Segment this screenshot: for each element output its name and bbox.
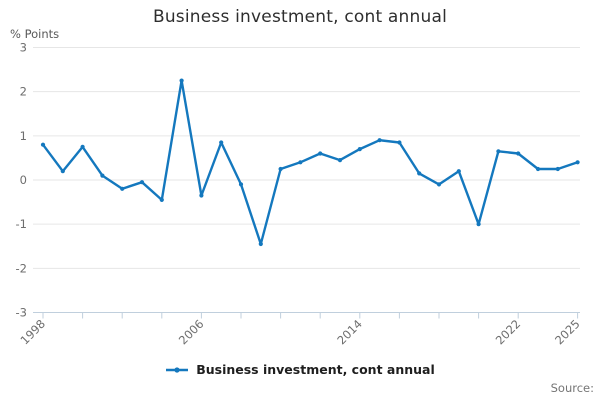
y-tick-label: 2 [20, 85, 27, 99]
y-tick-label: -2 [16, 261, 27, 275]
x-tick-label: 2014 [334, 317, 365, 348]
data-point-marker [159, 197, 164, 202]
data-point-marker [535, 166, 541, 172]
data-point-marker [575, 160, 580, 165]
data-point-marker [397, 140, 402, 145]
data-point-marker [199, 193, 204, 198]
data-point-marker [516, 151, 521, 156]
data-point-marker [40, 142, 46, 147]
x-tick-label: 2022 [493, 317, 524, 348]
y-tick-label: -3 [16, 306, 27, 320]
y-tick-label: 3 [20, 40, 27, 54]
data-point-marker [496, 149, 501, 154]
data-point-marker [318, 151, 323, 156]
data-point-marker [555, 166, 560, 172]
data-point-marker [258, 241, 263, 247]
data-point-marker [100, 173, 105, 178]
data-point-marker [476, 222, 481, 227]
data-point-marker [278, 166, 283, 172]
series-line [41, 79, 579, 246]
data-point-marker [298, 160, 303, 165]
data-point-marker [337, 158, 343, 163]
legend-item-business-investment[interactable]: Business investment, cont annual [165, 362, 435, 377]
chart-legend: Business investment, cont annual [0, 362, 600, 377]
data-point-marker [417, 171, 422, 176]
y-tick-label: -1 [16, 217, 27, 231]
data-point-marker [120, 186, 125, 191]
x-tick-label: 1998 [18, 317, 49, 348]
chart-title: Business investment, cont annual [152, 7, 448, 27]
y-tick-label: 1 [20, 129, 27, 143]
y-tick-label: 0 [20, 173, 27, 187]
data-point-marker [436, 182, 442, 187]
data-point-marker [238, 182, 244, 187]
data-point-marker [357, 147, 362, 152]
x-tick-label: 2006 [176, 317, 207, 348]
data-point-marker [80, 144, 85, 149]
data-point-marker [456, 169, 461, 174]
legend-line-marker-icon [165, 365, 189, 375]
x-tick-label: 2025 [552, 317, 583, 348]
data-point-marker [179, 78, 184, 83]
y-axis-unit-label: % Points [10, 27, 60, 41]
data-point-marker [377, 138, 382, 143]
legend-label: Business investment, cont annual [196, 362, 435, 377]
data-point-marker [139, 180, 145, 185]
data-point-marker [60, 169, 65, 174]
data-point-marker [219, 140, 224, 145]
source-label: Source: [550, 381, 594, 395]
